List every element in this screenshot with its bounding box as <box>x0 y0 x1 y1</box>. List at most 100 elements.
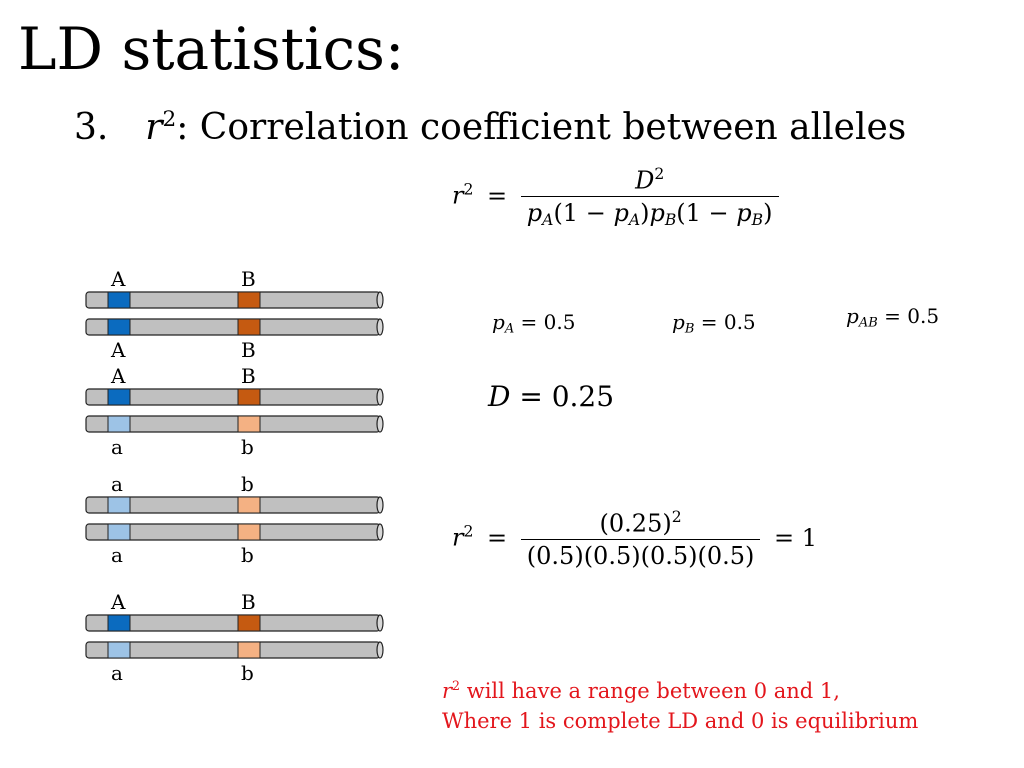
chromosome-body <box>85 614 381 632</box>
D-rest: = 0.25 <box>510 380 615 413</box>
chromosome <box>85 614 384 632</box>
allele-marker-b <box>237 641 261 659</box>
allele-label: a <box>111 435 123 459</box>
den-s1: A <box>542 211 554 230</box>
pAB-value: pAB = 0.5 <box>846 304 939 330</box>
allele-marker-B <box>237 291 261 309</box>
den-p4: p <box>736 199 752 228</box>
calc-equals: = <box>487 523 508 552</box>
chromosome-body <box>85 388 381 406</box>
allele-marker-a <box>107 496 131 514</box>
chromosome-end-cap <box>376 614 384 632</box>
den-t1: (1 − <box>553 199 614 228</box>
den-p1: p <box>526 199 543 228</box>
chromosome <box>85 641 384 659</box>
allele-label: a <box>111 543 123 567</box>
r2-formula: r 2 = D2 pA(1 − pA)pB(1 − pB) <box>452 165 779 229</box>
chromosome <box>85 388 384 406</box>
pAB-rest: = 0.5 <box>877 304 940 328</box>
subtitle-exponent: 2 <box>162 107 177 132</box>
pB-value: pB = 0.5 <box>672 310 756 336</box>
allele-label: b <box>241 543 254 567</box>
allele-marker-a <box>107 641 131 659</box>
subtitle-number: 3. <box>74 107 109 148</box>
calc-num: (0.25) <box>599 509 672 538</box>
chromosome-end-cap <box>376 388 384 406</box>
allele-label: a <box>111 661 123 685</box>
pA-value: pA = 0.5 <box>492 310 575 336</box>
calc-denominator: (0.5)(0.5)(0.5)(0.5) <box>520 539 761 570</box>
allele-label: b <box>241 435 254 459</box>
pB-rest: = 0.5 <box>694 310 756 334</box>
note-line-2: Where 1 is complete LD and 0 is equilibr… <box>442 709 919 733</box>
den-p3: p <box>649 199 665 228</box>
calc-numerator: (0.25)2 <box>594 508 688 539</box>
allele-label: B <box>241 364 256 388</box>
formula-num-exp: 2 <box>654 165 665 183</box>
allele-label: a <box>111 472 123 496</box>
formula-numerator: D2 <box>629 165 670 196</box>
chromosome-end-cap <box>376 523 384 541</box>
note-line1-text: will have a range between 0 and 1, <box>460 679 840 703</box>
chromosome <box>85 496 384 514</box>
den-s3: B <box>664 211 677 230</box>
chromosome-body <box>85 523 381 541</box>
chromosome-end-cap <box>376 291 384 309</box>
formula-lhs-var: r <box>452 181 464 210</box>
subtitle-symbol: r <box>145 107 163 148</box>
allele-marker-b <box>237 523 261 541</box>
chromosome-body <box>85 641 381 659</box>
chromosome <box>85 291 384 309</box>
chromosome <box>85 318 384 336</box>
den-t4: ) <box>763 199 773 228</box>
note-exponent: 2 <box>452 678 461 693</box>
pAB-sub: AB <box>858 315 878 331</box>
pAB-var: p <box>846 304 859 328</box>
pA-rest: = 0.5 <box>514 310 576 334</box>
subtitle-text: : Correlation coefficient between allele… <box>176 107 907 148</box>
allele-marker-B <box>237 614 261 632</box>
allele-label: A <box>111 590 126 614</box>
chromosome-body <box>85 291 381 309</box>
allele-label: B <box>241 267 256 291</box>
calc-lhs-var: r <box>452 523 464 552</box>
allele-label: B <box>241 590 256 614</box>
chromosome-end-cap <box>376 318 384 336</box>
formula-fraction: D2 pA(1 − pA)pB(1 − pB) <box>520 165 779 230</box>
den-s2: A <box>628 211 641 230</box>
chromosome-end-cap <box>376 415 384 433</box>
chromosome-end-cap <box>376 641 384 659</box>
formula-num-var: D <box>635 166 655 195</box>
allele-label: A <box>111 364 126 388</box>
allele-marker-A <box>107 318 131 336</box>
allele-marker-B <box>237 318 261 336</box>
slide-subtitle: 3. r2: Correlation coefficient between a… <box>74 108 906 148</box>
allele-label: b <box>241 472 254 496</box>
pB-sub: B <box>684 321 695 337</box>
chromosome-end-cap <box>376 496 384 514</box>
allele-marker-a <box>107 415 131 433</box>
den-t2: ) <box>640 199 650 228</box>
chromosome-body <box>85 496 381 514</box>
pB-var: p <box>672 310 685 334</box>
allele-label: B <box>241 338 256 362</box>
pA-sub: A <box>504 321 515 337</box>
r2-calculation: r2 = (0.25)2 (0.5)(0.5)(0.5)(0.5) = 1 <box>452 508 817 570</box>
allele-label: b <box>241 661 254 685</box>
den-s4: B <box>751 211 764 230</box>
calc-num-exp: 2 <box>671 508 682 526</box>
formula-equals: = <box>487 181 508 210</box>
D-value: D = 0.25 <box>488 380 614 413</box>
allele-marker-b <box>237 496 261 514</box>
note-line-1: r2 will have a range between 0 and 1, <box>442 676 918 706</box>
note-symbol: r <box>442 679 453 703</box>
range-note: r2 will have a range between 0 and 1, Wh… <box>442 676 918 736</box>
allele-label: A <box>111 338 126 362</box>
calc-result: = 1 <box>774 523 818 552</box>
allele-marker-B <box>237 388 261 406</box>
calc-lhs-exp: 2 <box>463 522 474 541</box>
calc-fraction: (0.25)2 (0.5)(0.5)(0.5)(0.5) <box>520 508 761 570</box>
den-t3: (1 − <box>676 199 737 228</box>
chromosome <box>85 415 384 433</box>
allele-marker-a <box>107 523 131 541</box>
